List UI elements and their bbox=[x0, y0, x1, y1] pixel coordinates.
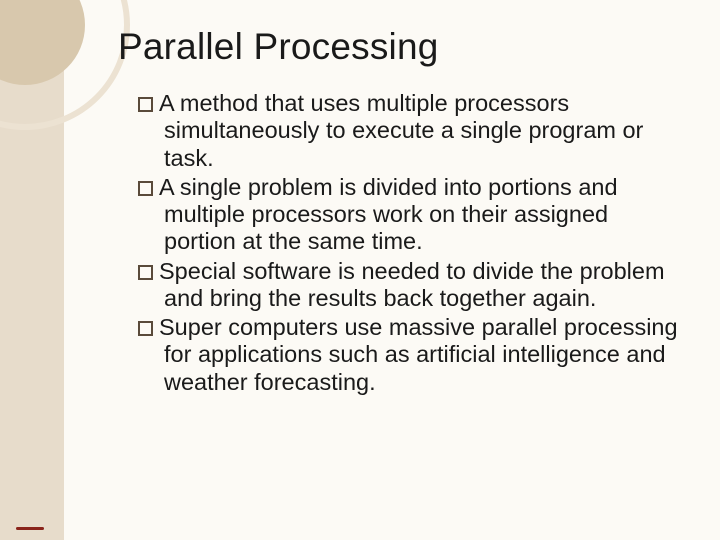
square-bullet-icon bbox=[138, 265, 153, 280]
bullet-text: A single problem is divided into portion… bbox=[159, 174, 618, 255]
square-bullet-icon bbox=[138, 181, 153, 196]
slide-content: Parallel Processing A method that uses m… bbox=[118, 26, 678, 398]
slide-title: Parallel Processing bbox=[118, 26, 678, 68]
bullet-item: A single problem is divided into portion… bbox=[138, 174, 678, 256]
square-bullet-icon bbox=[138, 97, 153, 112]
bullet-text: Super computers use massive parallel pro… bbox=[159, 314, 678, 395]
square-bullet-icon bbox=[138, 321, 153, 336]
bullet-text: A method that uses multiple processors s… bbox=[159, 90, 643, 171]
bullet-list: A method that uses multiple processors s… bbox=[118, 90, 678, 396]
bullet-text: Special software is needed to divide the… bbox=[159, 258, 665, 311]
accent-bar bbox=[16, 527, 44, 531]
bullet-item: A method that uses multiple processors s… bbox=[138, 90, 678, 172]
bullet-item: Special software is needed to divide the… bbox=[138, 258, 678, 313]
bullet-item: Super computers use massive parallel pro… bbox=[138, 314, 678, 396]
